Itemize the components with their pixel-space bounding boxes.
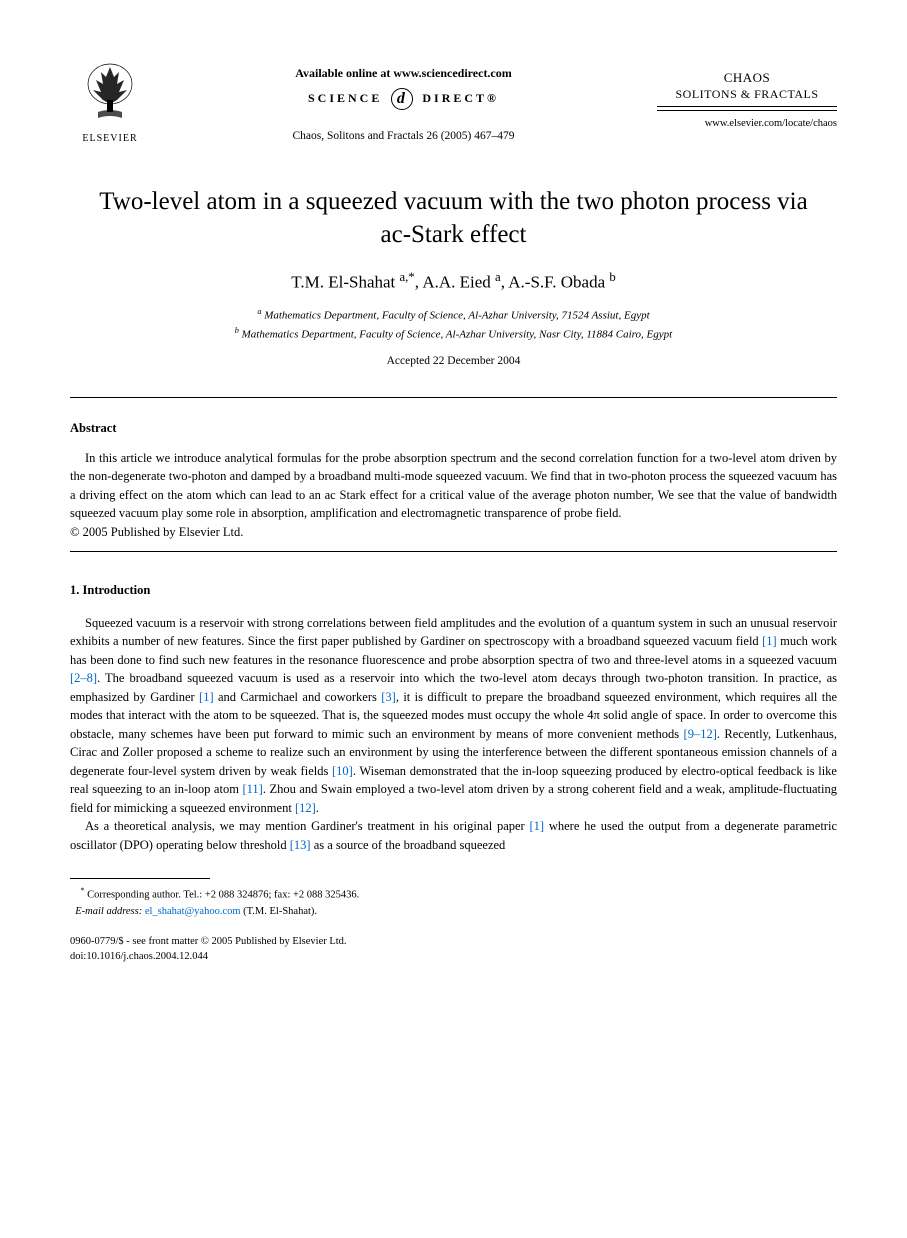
- author-3-sup: b: [609, 270, 615, 284]
- intro-p2-t3: as a source of the broadband squeezed: [311, 838, 506, 852]
- intro-p1-t9: .: [316, 801, 319, 815]
- ref-link-5[interactable]: [9–12]: [684, 727, 717, 741]
- email-label: E-mail address:: [75, 906, 142, 917]
- ref-link-7[interactable]: [11]: [242, 782, 262, 796]
- abstract-text: In this article we introduce analytical …: [70, 449, 837, 522]
- issn-line: 0960-0779/$ - see front matter © 2005 Pu…: [70, 936, 347, 947]
- affiliation-b: Mathematics Department, Faculty of Scien…: [242, 328, 673, 340]
- affiliation-a: Mathematics Department, Faculty of Scien…: [264, 310, 649, 322]
- journal-name-1: CHAOS: [657, 70, 837, 87]
- center-header: Available online at www.sciencedirect.co…: [150, 60, 657, 144]
- elsevier-tree-icon: [80, 60, 140, 130]
- corresponding-text: Corresponding author. Tel.: +2 088 32487…: [87, 890, 359, 901]
- doi-line: doi:10.1016/j.chaos.2004.12.044: [70, 951, 208, 962]
- intro-p2-t1: As a theoretical analysis, we may mentio…: [85, 819, 530, 833]
- ref-link-6[interactable]: [10]: [332, 764, 353, 778]
- copyright-line: © 2005 Published by Elsevier Ltd.: [70, 524, 837, 542]
- publisher-name: ELSEVIER: [82, 132, 137, 146]
- affiliations: a Mathematics Department, Faculty of Sci…: [70, 306, 837, 342]
- abstract-top-rule: [70, 397, 837, 398]
- publisher-logo: ELSEVIER: [70, 60, 150, 146]
- email-link[interactable]: el_shahat@yahoo.com: [145, 906, 241, 917]
- author-1-sup: a,*: [400, 270, 415, 284]
- abstract-heading: Abstract: [70, 420, 837, 438]
- available-online-text: Available online at www.sciencedirect.co…: [150, 65, 657, 82]
- journal-url: www.elsevier.com/locate/chaos: [657, 117, 837, 132]
- science-direct-logo: SCIENCE d DIRECT®: [150, 88, 657, 110]
- sd-d-icon: d: [391, 88, 413, 110]
- intro-para-1: Squeezed vacuum is a reservoir with stro…: [70, 614, 837, 818]
- corresponding-footnote: * Corresponding author. Tel.: +2 088 324…: [70, 885, 837, 919]
- author-1: T.M. El-Shahat: [291, 273, 395, 292]
- header-rule-1: [657, 106, 837, 107]
- intro-p1-t1: Squeezed vacuum is a reservoir with stro…: [70, 616, 837, 649]
- ref-link-3[interactable]: [1]: [199, 690, 214, 704]
- journal-header: CHAOS SOLITONS & FRACTALS www.elsevier.c…: [657, 60, 837, 132]
- header-region: ELSEVIER Available online at www.science…: [70, 60, 837, 146]
- author-2: A.A. Eied: [422, 273, 490, 292]
- citation-line: Chaos, Solitons and Fractals 26 (2005) 4…: [150, 128, 657, 144]
- email-author: (T.M. El-Shahat).: [243, 906, 317, 917]
- footer-info: 0960-0779/$ - see front matter © 2005 Pu…: [70, 935, 837, 964]
- sd-right: DIRECT®: [422, 91, 499, 105]
- ref-link-4[interactable]: [3]: [381, 690, 396, 704]
- ref-link-8[interactable]: [12]: [295, 801, 316, 815]
- article-title: Two-level atom in a squeezed vacuum with…: [90, 186, 817, 251]
- intro-p1-t4: and Carmichael and coworkers: [214, 690, 382, 704]
- ref-link-1[interactable]: [1]: [762, 634, 777, 648]
- author-list: T.M. El-Shahat a,*, A.A. Eied a, A.-S.F.…: [70, 269, 837, 294]
- intro-para-2: As a theoretical analysis, we may mentio…: [70, 817, 837, 854]
- author-3: A.-S.F. Obada: [508, 273, 605, 292]
- accepted-date: Accepted 22 December 2004: [70, 353, 837, 369]
- abstract-bottom-rule: [70, 551, 837, 552]
- journal-name-2: SOLITONS & FRACTALS: [657, 87, 837, 103]
- intro-heading: 1. Introduction: [70, 582, 837, 600]
- ref-link-9[interactable]: [1]: [530, 819, 545, 833]
- ref-link-2[interactable]: [2–8]: [70, 671, 97, 685]
- sd-left: SCIENCE: [308, 91, 382, 105]
- ref-link-10[interactable]: [13]: [290, 838, 311, 852]
- author-2-sup: a: [495, 270, 501, 284]
- header-rule-2: [657, 110, 837, 111]
- footnote-rule: [70, 878, 210, 879]
